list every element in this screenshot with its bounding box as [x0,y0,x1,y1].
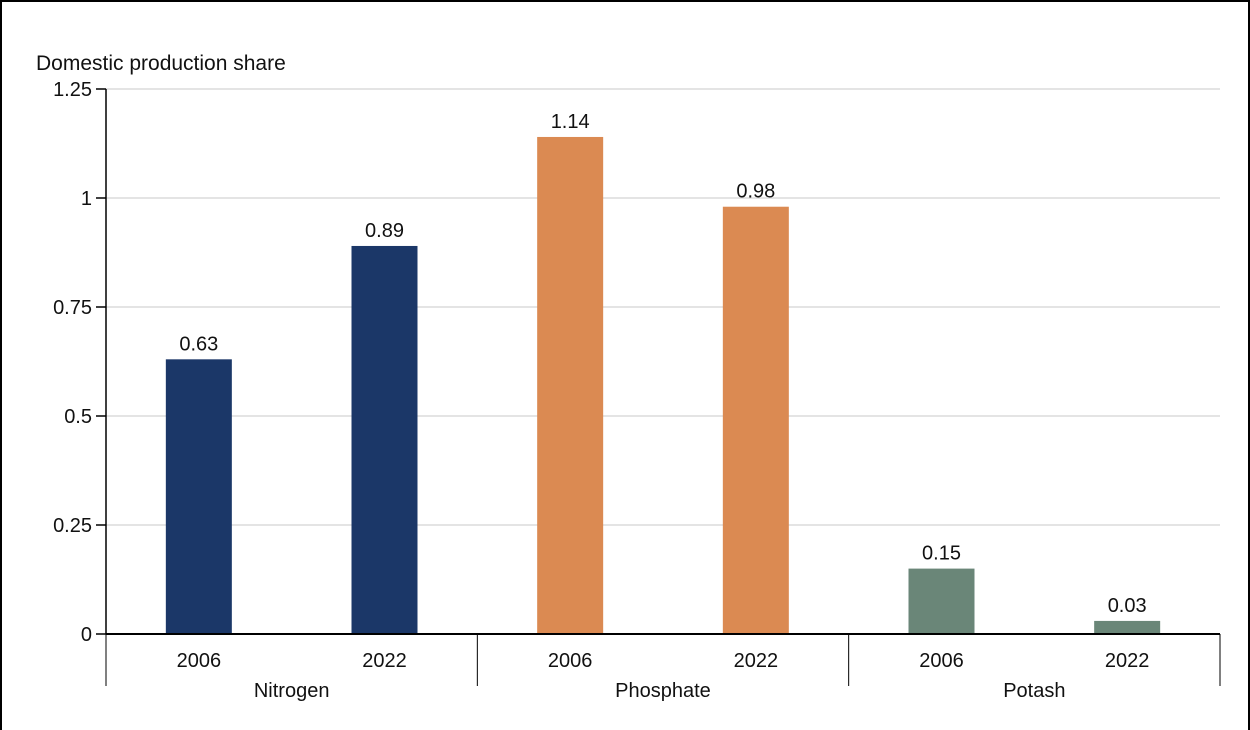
y-tick-label: 1.25 [53,79,92,101]
y-tick-label: 1 [81,188,92,210]
bar-nitrogen-2022 [351,245,418,634]
y-tick-label: 0 [81,624,92,646]
data-label: 0.98 [736,181,775,203]
data-label: 0.89 [365,220,404,242]
bar-nitrogen-2006 [165,359,232,634]
x-tick-label: 2006 [177,650,222,672]
gridlines [106,88,1220,526]
axes [96,88,1221,686]
data-label: 0.63 [179,333,218,355]
x-tick-label: 2022 [362,650,407,672]
group-label: Nitrogen [254,680,330,702]
y-tick-label: 0.5 [64,406,92,428]
x-tick-label: 2006 [548,650,593,672]
data-label: 0.03 [1108,595,1147,617]
bar-phosphate-2006 [537,136,604,634]
bar-potash-2006 [908,568,975,634]
data-label: 0.15 [922,543,961,565]
group-label: Potash [1003,680,1065,702]
x-tick-label: 2022 [1105,650,1150,672]
y-tick-label: 0.75 [53,297,92,319]
x-tick-label: 2022 [734,650,779,672]
group-label: Phosphate [615,680,711,702]
bars [165,136,1161,634]
x-tick-label: 2006 [919,650,964,672]
y-tick-label: 0.25 [53,515,92,537]
data-label: 1.14 [551,111,590,133]
labels: 0 0.25 0.5 0.75 1 1.25 0.63 2006 0.89 2022 Nitroge… [53,79,1149,702]
bar-potash-2022 [1094,620,1161,634]
y-axis-title: Domestic production share [36,52,286,75]
bar-phosphate-2022 [722,206,789,634]
